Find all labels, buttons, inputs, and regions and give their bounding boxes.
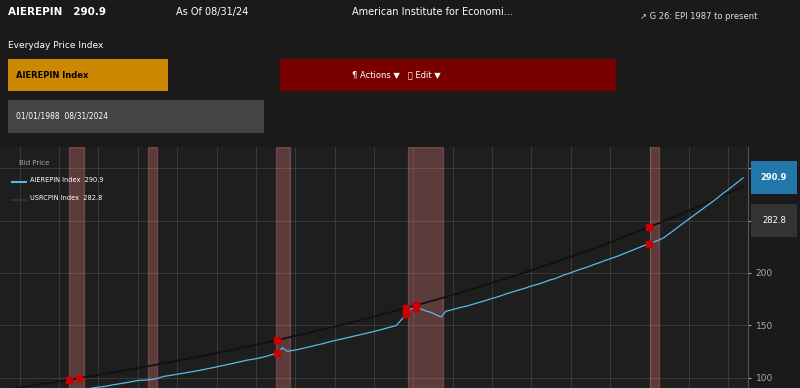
Bar — [275, 147, 290, 388]
Text: USRCPIN Index  282.8: USRCPIN Index 282.8 — [30, 195, 103, 201]
Text: ↗ G 26: EPI 1987 to present: ↗ G 26: EPI 1987 to present — [640, 12, 758, 21]
Text: Bid Price: Bid Price — [18, 161, 49, 166]
Bar — [280, 59, 616, 92]
Text: 282.8: 282.8 — [762, 216, 786, 225]
Bar — [148, 147, 158, 388]
Text: AIEREPIN Index  290.9: AIEREPIN Index 290.9 — [30, 177, 104, 183]
Text: AIEREPIN Index: AIEREPIN Index — [16, 71, 88, 80]
Bar — [409, 147, 443, 388]
Text: Everyday Price Index: Everyday Price Index — [8, 41, 103, 50]
Bar — [750, 204, 798, 237]
Text: AIEREPIN   290.9: AIEREPIN 290.9 — [8, 7, 106, 17]
Text: 01/01/1988  08/31/2024: 01/01/1988 08/31/2024 — [16, 112, 108, 121]
Bar — [8, 100, 264, 133]
Bar — [8, 59, 168, 92]
Bar — [69, 147, 84, 388]
Text: ¶ Actions ▼   Ⓜ Edit ▼: ¶ Actions ▼ Ⓜ Edit ▼ — [352, 71, 441, 80]
Bar — [750, 161, 798, 194]
Text: 290.9: 290.9 — [761, 173, 787, 182]
Bar — [650, 147, 659, 388]
Text: As Of 08/31/24: As Of 08/31/24 — [176, 7, 248, 17]
Text: American Institute for Economi...: American Institute for Economi... — [352, 7, 513, 17]
